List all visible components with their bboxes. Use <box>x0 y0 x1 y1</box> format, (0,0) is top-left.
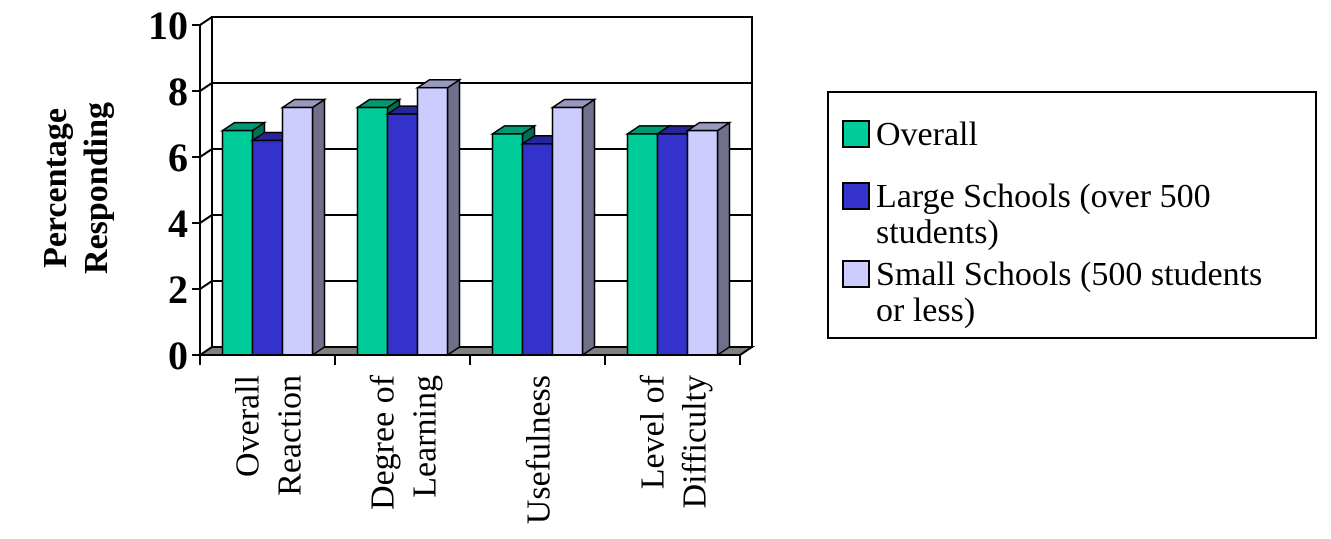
legend-swatch <box>842 260 870 288</box>
x-category-label: Difficulty <box>677 375 714 508</box>
bar-front <box>491 133 524 356</box>
y-tick-labels: 0 2 4 6 8 10 <box>148 3 188 378</box>
y-tick-label: 4 <box>168 201 188 246</box>
bar-side <box>311 98 326 357</box>
gridline-side <box>199 214 213 224</box>
y-tick-label: 6 <box>168 135 188 180</box>
legend-label: Large Schools (over 500 <box>876 178 1211 215</box>
legend-label: or less) <box>876 292 975 329</box>
bar-side <box>446 78 461 357</box>
x-category-label: Level of <box>635 374 672 489</box>
x-category-label: Learning <box>407 375 444 498</box>
gridline-side <box>199 148 213 158</box>
bar-front <box>416 86 449 356</box>
y-tick-label: 10 <box>148 3 188 48</box>
bar-front <box>386 113 419 356</box>
bar-front <box>221 129 254 356</box>
bar-front <box>656 133 689 356</box>
legend-box <box>827 91 1317 339</box>
legend-label: Small Schools (500 students <box>876 256 1262 293</box>
gridline-side <box>199 280 213 290</box>
y-tick-label: 2 <box>168 267 188 312</box>
bar <box>685 121 732 357</box>
legend-swatch <box>842 120 870 148</box>
bar-front <box>356 106 389 356</box>
bar-front <box>686 129 719 356</box>
gridline-side <box>199 82 213 92</box>
x-category-labels: Overall Reaction Degree of Learning Usefulne… <box>230 374 714 524</box>
bar <box>280 98 327 357</box>
bar <box>550 98 597 357</box>
bar <box>415 78 462 357</box>
bar-front <box>521 143 554 356</box>
x-category-label: Usefulness <box>521 375 558 524</box>
x-category-label: Overall <box>230 375 267 477</box>
legend-swatch <box>842 182 870 210</box>
bar-side <box>716 121 731 357</box>
bar <box>490 124 537 357</box>
y-tick-label: 8 <box>168 69 188 114</box>
gridline-side <box>199 16 213 26</box>
bar-front <box>281 106 314 356</box>
y-axis-title-line-1: Percentage <box>37 108 74 268</box>
bar-front <box>626 133 659 356</box>
axes <box>192 24 741 365</box>
x-category-label: Degree of <box>365 374 402 510</box>
bar-front <box>551 106 584 356</box>
x-category-label: Reaction <box>272 375 309 496</box>
y-axis-title: Percentage Responding <box>37 102 115 274</box>
legend-label: Overall <box>876 116 978 153</box>
bar-side <box>581 98 596 357</box>
y-tick-label: 0 <box>168 333 188 378</box>
bar-front <box>251 139 284 356</box>
legend-label: students) <box>876 214 999 251</box>
y-axis-title-line-2: Responding <box>78 102 115 274</box>
